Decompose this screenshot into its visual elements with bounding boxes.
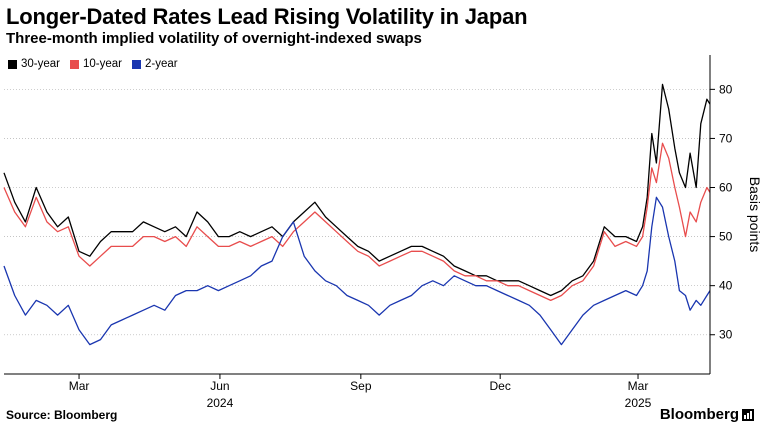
y-tick-label-80: 80 bbox=[719, 82, 733, 96]
series-line-2-year bbox=[3, 196, 711, 346]
legend-item-2-year: 2-year bbox=[132, 58, 178, 70]
x-tick-label-2: Sep bbox=[350, 379, 372, 393]
series-lines bbox=[3, 83, 711, 346]
legend-item-30-year: 30-year bbox=[8, 58, 60, 70]
y-axis-label: Basis points bbox=[747, 177, 760, 252]
legend: 30-year 10-year 2-year bbox=[4, 56, 192, 72]
brand-logo: Bloomberg bbox=[660, 406, 754, 423]
series-line-10-year bbox=[3, 142, 711, 302]
legend-item-10-year: 10-year bbox=[70, 58, 122, 70]
bar-chart-icon bbox=[742, 408, 754, 421]
x-tick-label-3: Dec bbox=[490, 379, 511, 393]
legend-label-2-year: 2-year bbox=[145, 58, 178, 70]
y-tick-label-60: 60 bbox=[719, 181, 733, 195]
x-tick-label-0: Mar bbox=[69, 379, 90, 393]
series-line-30-year bbox=[3, 83, 711, 297]
y-tick-label-30: 30 bbox=[719, 328, 733, 342]
x-tick-label-4: Mar bbox=[628, 379, 649, 393]
x-year-label-0: 2024 bbox=[207, 396, 234, 410]
x-year-label-1: 2025 bbox=[625, 396, 652, 410]
x-tick-label-1: Jun bbox=[210, 379, 229, 393]
legend-swatch-10-year bbox=[70, 59, 79, 69]
brand-name: Bloomberg bbox=[659, 406, 739, 423]
y-tick-label-70: 70 bbox=[719, 131, 733, 145]
source-note: Source: Bloomberg bbox=[6, 408, 118, 422]
legend-label-10-year: 10-year bbox=[83, 58, 122, 70]
legend-swatch-30-year bbox=[8, 59, 17, 69]
legend-swatch-2-year bbox=[132, 59, 141, 69]
y-tick-label-50: 50 bbox=[719, 230, 733, 244]
legend-label-30-year: 30-year bbox=[21, 58, 60, 70]
chart-title: Longer-Dated Rates Lead Rising Volatilit… bbox=[6, 4, 528, 29]
gridlines bbox=[4, 88, 710, 336]
y-tick-label-40: 40 bbox=[719, 279, 733, 293]
chart-subtitle: Three-month implied volatility of overni… bbox=[6, 30, 422, 47]
axes: 30 40 50 60 70 80 Basis points Mar Jun Sep Dec Mar 2… bbox=[4, 55, 760, 410]
